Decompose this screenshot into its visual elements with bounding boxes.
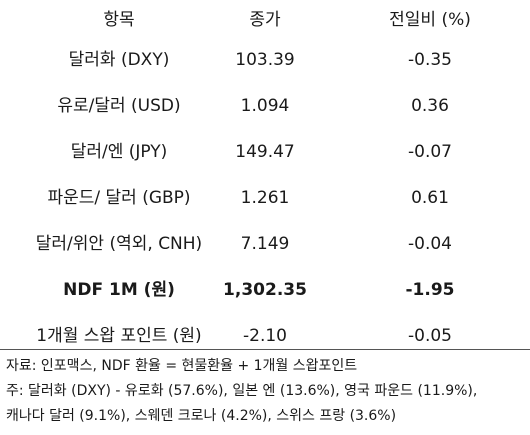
row-item: 유로/달러 (USD) bbox=[57, 96, 181, 116]
table-row: NDF 1M (원) 1,302.35 -1.95 bbox=[0, 270, 530, 310]
row-item: 달러/엔 (JPY) bbox=[70, 142, 168, 162]
notes: 자료: 인포맥스, NDF 환율 = 현물환율 + 1개월 스왑포인트 주: 달… bbox=[6, 354, 526, 429]
notes-divider bbox=[0, 349, 530, 350]
table-row: 파운드/ 달러 (GBP) 1.261 0.61 bbox=[0, 178, 530, 218]
header-change: 전일비 (%) bbox=[389, 10, 471, 30]
row-change: -0.35 bbox=[408, 50, 452, 70]
table-row: 달러/위안 (역외, CNH) 7.149 -0.04 bbox=[0, 224, 530, 264]
table-header: 항목 종가 전일비 (%) bbox=[0, 0, 530, 40]
row-close: 103.39 bbox=[235, 50, 295, 70]
header-item: 항목 bbox=[103, 10, 135, 30]
header-close: 종가 bbox=[249, 10, 281, 30]
row-change: -0.04 bbox=[408, 234, 452, 254]
row-close: 149.47 bbox=[235, 142, 295, 162]
footnote-line-1: 주: 달러화 (DXY) - 유로화 (57.6%), 일본 엔 (13.6%)… bbox=[6, 383, 478, 399]
footnote-line-2: 캐나다 달러 (9.1%), 스웨덴 크로나 (4.2%), 스위스 프랑 (3… bbox=[6, 408, 397, 424]
row-close: 1,302.35 bbox=[223, 280, 307, 300]
row-item: NDF 1M (원) bbox=[63, 280, 175, 300]
row-change: 0.36 bbox=[411, 96, 449, 116]
row-close: 7.149 bbox=[240, 234, 290, 254]
source-note: 자료: 인포맥스, NDF 환율 = 현물환율 + 1개월 스왑포인트 bbox=[6, 358, 358, 374]
table-row: 유로/달러 (USD) 1.094 0.36 bbox=[0, 86, 530, 126]
row-change: -0.05 bbox=[408, 326, 452, 346]
row-change: 0.61 bbox=[411, 188, 449, 208]
row-change: -0.07 bbox=[408, 142, 452, 162]
row-item: 달러/위안 (역외, CNH) bbox=[35, 234, 203, 254]
row-close: -2.10 bbox=[243, 326, 287, 346]
table-row: 달러화 (DXY) 103.39 -0.35 bbox=[0, 40, 530, 80]
table-row: 달러/엔 (JPY) 149.47 -0.07 bbox=[0, 132, 530, 172]
table-row: 1개월 스왑 포인트 (원) -2.10 -0.05 bbox=[0, 316, 530, 356]
row-item: 파운드/ 달러 (GBP) bbox=[47, 188, 191, 208]
row-close: 1.094 bbox=[240, 96, 290, 116]
row-item: 달러화 (DXY) bbox=[68, 50, 170, 70]
row-change: -1.95 bbox=[405, 280, 455, 300]
row-item: 1개월 스왑 포인트 (원) bbox=[36, 326, 202, 346]
row-close: 1.261 bbox=[240, 188, 290, 208]
